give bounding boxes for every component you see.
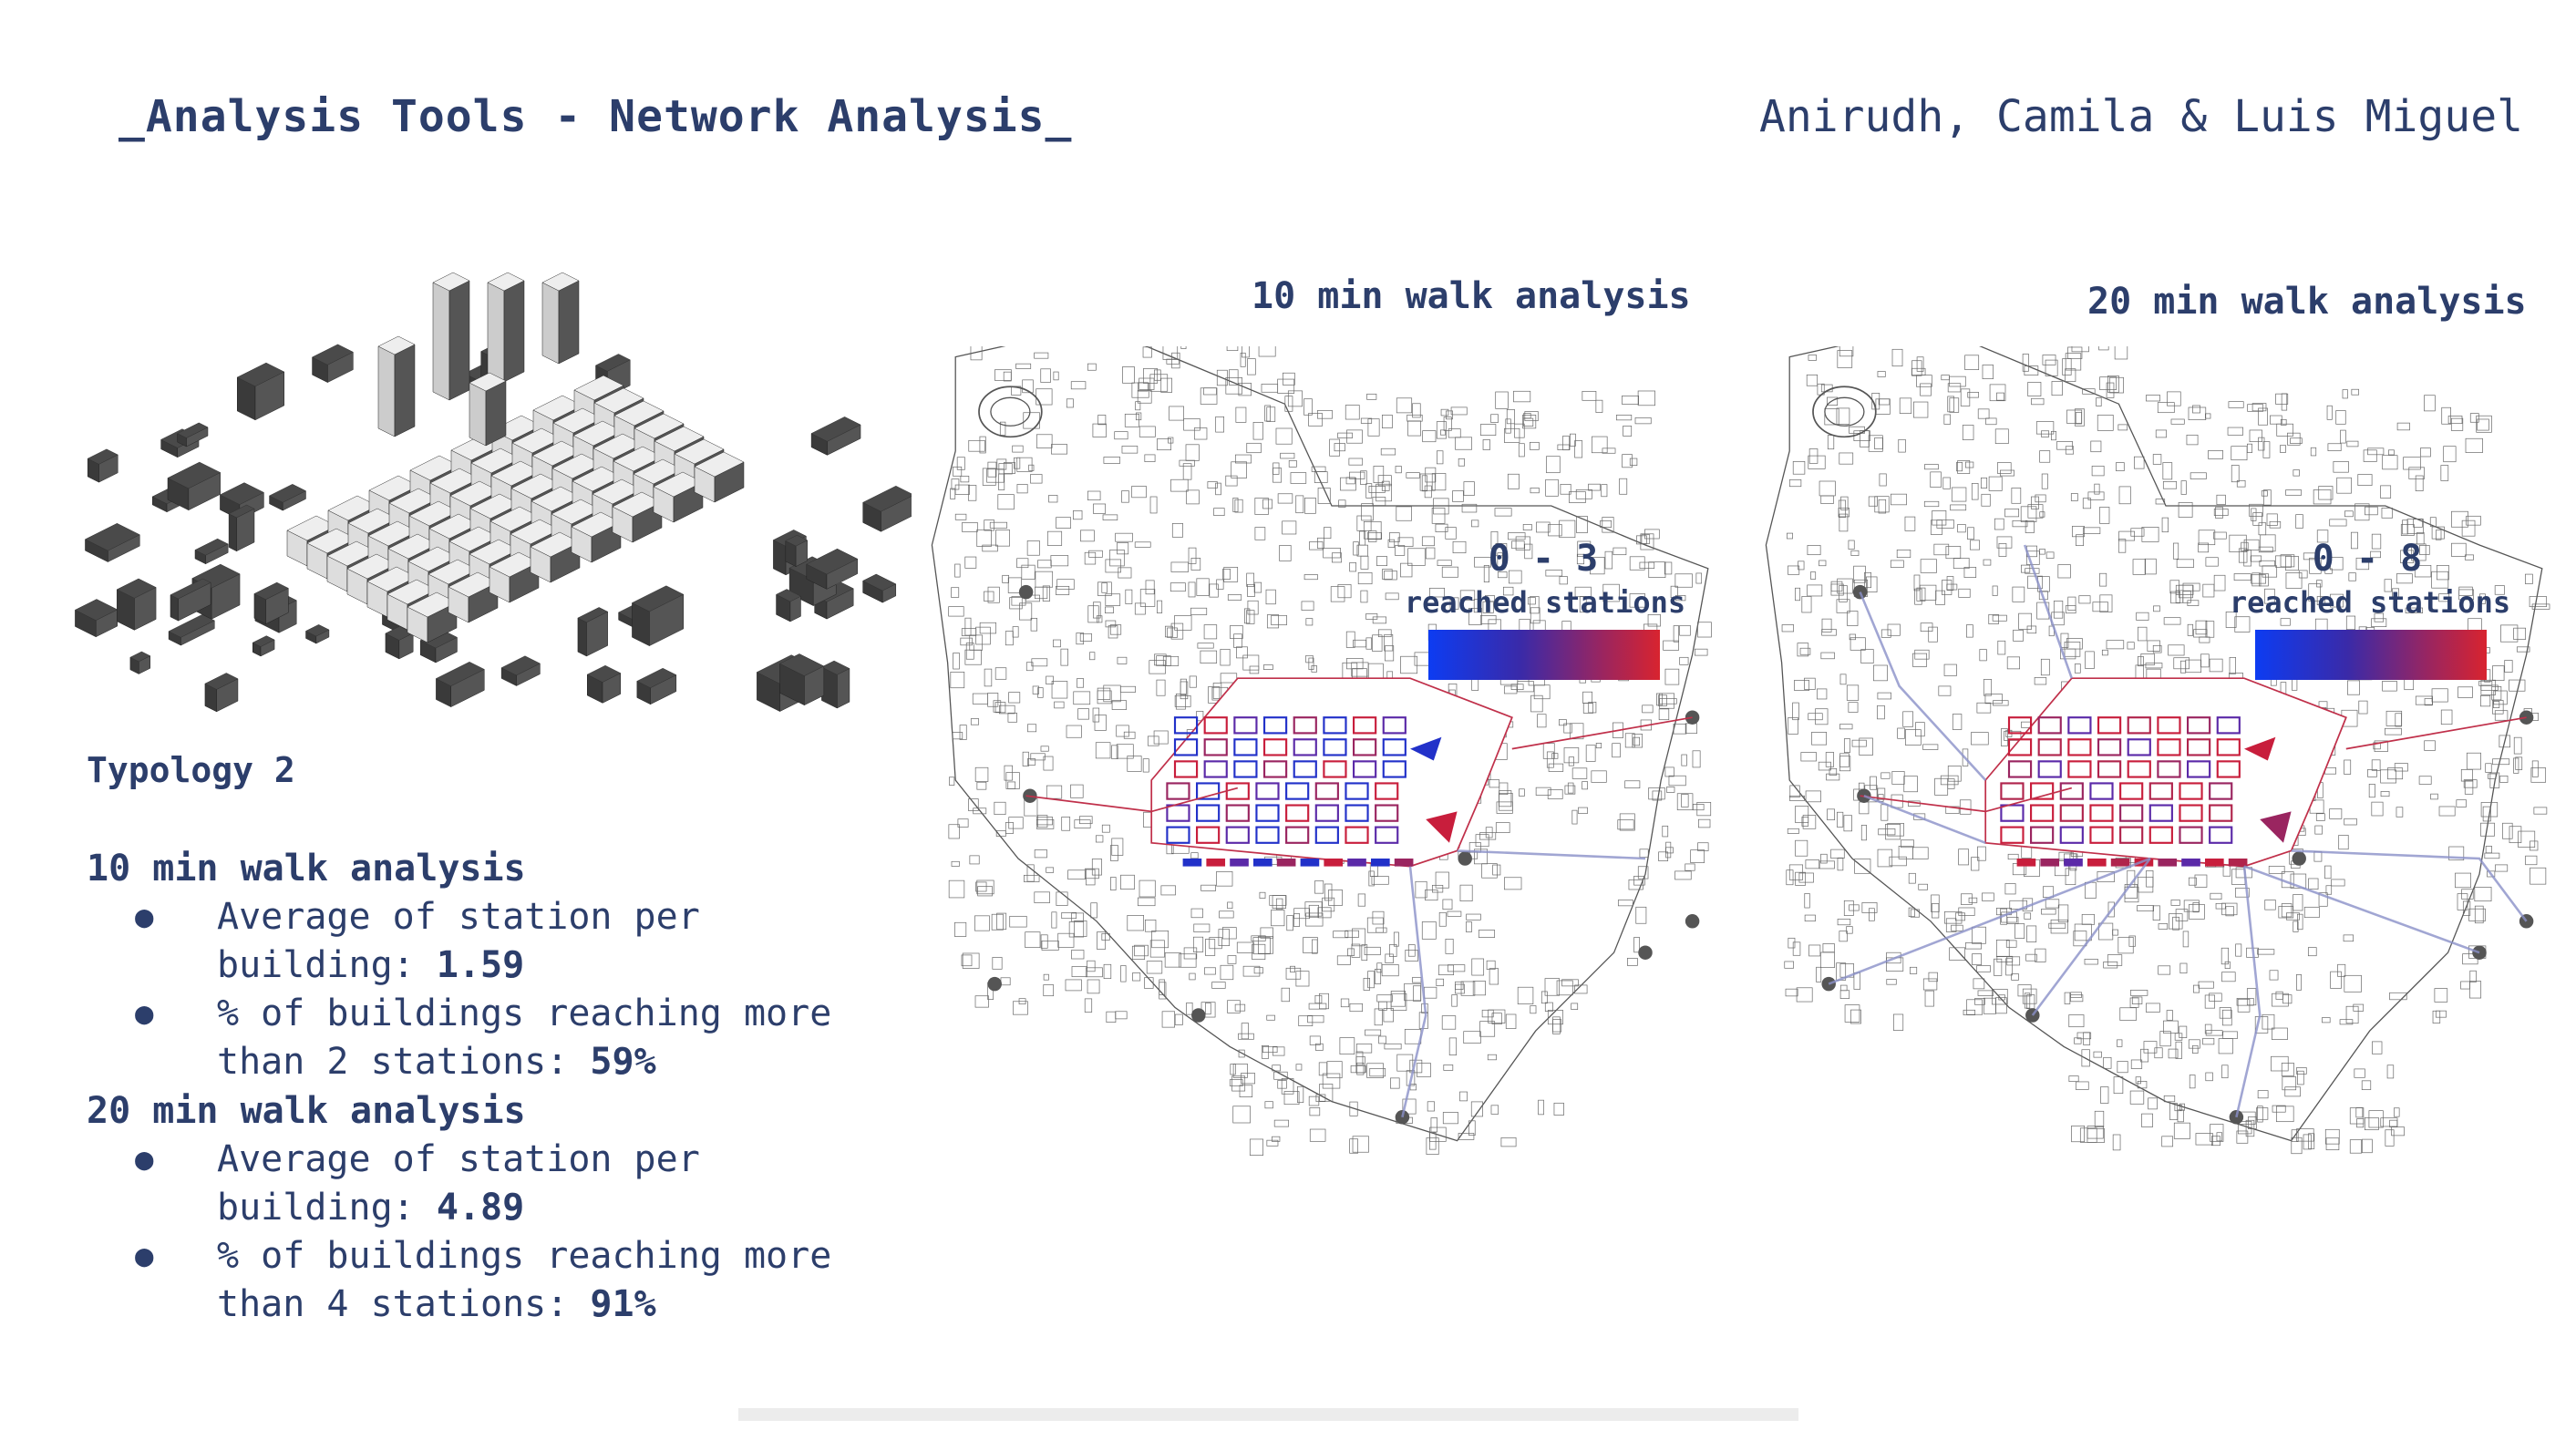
stat-value: 1.59 [436, 944, 525, 986]
stat-text: building: [217, 1187, 437, 1229]
map-10min [931, 346, 1712, 1156]
map-title-20min: 20 min walk analysis [2087, 281, 2527, 323]
legend-caption-10min: reached stations [1404, 585, 1686, 620]
bullet-icon: ● [135, 899, 154, 935]
page-title: _Analysis Tools - Network Analysis_ [118, 91, 1073, 142]
authors: Anirudh, Camila & Luis Miguel [1758, 91, 2523, 142]
typology-label: Typology 2 [87, 750, 295, 790]
section-heading-20min: 20 min walk analysis [87, 1090, 526, 1132]
bullet-icon: ● [135, 1141, 154, 1178]
stat-text: % of buildings reaching more [217, 993, 832, 1034]
stat-text: % of buildings reaching more [217, 1235, 832, 1277]
stat-text: than 2 stations: [217, 1041, 591, 1083]
stat-text: building: [217, 944, 437, 986]
stats-list-20min: ● Average of station per building: 4.89 … [128, 1136, 857, 1329]
stat-item: ● Average of station per building: 1.59 [128, 893, 857, 990]
stat-text: Average of station per [217, 896, 700, 938]
stat-text: than 4 stations: [217, 1283, 591, 1325]
stats-list-10min: ● Average of station per building: 1.59 … [128, 893, 857, 1086]
bullet-icon: ● [135, 995, 154, 1032]
legend-range-20min: 0 - 8 [2312, 538, 2423, 580]
legend-gradient-20min [2255, 630, 2487, 680]
stat-value: 4.89 [436, 1187, 525, 1229]
legend-caption-20min: reached stations [2229, 585, 2511, 620]
section-heading-10min: 10 min walk analysis [87, 848, 526, 890]
isometric-model-image [74, 272, 912, 713]
stat-item: ● % of buildings reaching more than 4 st… [128, 1232, 857, 1329]
map-title-10min: 10 min walk analysis [1252, 275, 1691, 317]
stat-value: 91% [590, 1283, 656, 1325]
legend-gradient-10min [1428, 630, 1660, 680]
stat-item: ● % of buildings reaching more than 2 st… [128, 990, 857, 1086]
horizontal-scrollbar[interactable] [738, 1408, 1798, 1421]
stat-text: Average of station per [217, 1138, 700, 1180]
bullet-icon: ● [135, 1238, 154, 1274]
map-20min [1765, 346, 2550, 1155]
stat-value: 59% [590, 1041, 656, 1083]
stat-item: ● Average of station per building: 4.89 [128, 1136, 857, 1232]
legend-range-10min: 0 - 3 [1488, 538, 1599, 580]
